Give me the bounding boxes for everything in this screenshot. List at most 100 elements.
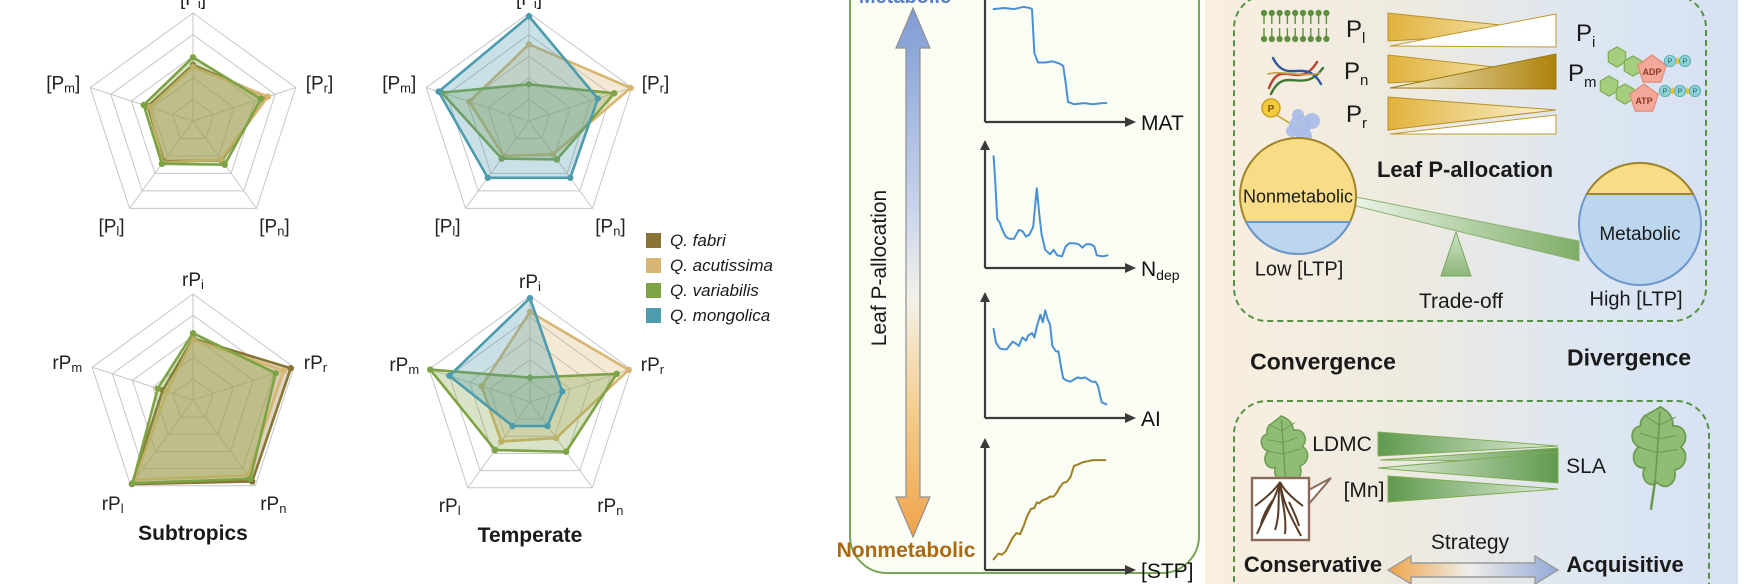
svg-text:[Pl]: [Pl] xyxy=(434,216,460,238)
svg-text:P: P xyxy=(1663,89,1668,96)
pr-wedge xyxy=(1387,96,1557,131)
trade-off-caption: Trade-off xyxy=(1418,290,1504,313)
legend-swatch-mongolica xyxy=(646,308,661,323)
svg-text:[Pr]: [Pr] xyxy=(306,74,334,96)
trend-mat: MAT xyxy=(983,0,1184,135)
ldmc-wedge xyxy=(1377,431,1559,457)
conceptual-diagram-canvas: P ADP P P ATP P P P xyxy=(1239,9,1702,584)
legend-item-fabri: Q. fabri xyxy=(646,228,773,253)
nonmetabolic-end-label: Nonmetabolic xyxy=(836,539,976,562)
legend-label-fabri: Q. fabri xyxy=(670,230,726,250)
radar-concentration-subtropics: [Pi] [Pr] [Pn] [Pl] [Pm] xyxy=(46,0,333,238)
trend-ai: AI xyxy=(980,292,1161,431)
metabolite-icons: ADP P P ATP P P P xyxy=(1599,46,1702,112)
svg-text:AI: AI xyxy=(1141,408,1161,431)
legend-swatch-acutissima xyxy=(646,258,661,273)
leaf-p-allocation-axis-label: Leaf P-allocation xyxy=(868,189,891,347)
metabolic-circle-label: Metabolic xyxy=(1599,224,1681,245)
trait-wedges xyxy=(1377,431,1559,503)
lipid-membrane-icon xyxy=(1260,9,1330,43)
pm-fraction-label: Pm xyxy=(1568,60,1597,91)
acquisitive-leaf-icon xyxy=(1631,405,1687,510)
svg-text:rPl: rPl xyxy=(102,494,124,516)
ldmc-label: LDMC xyxy=(1312,433,1372,456)
svg-text:P: P xyxy=(1678,89,1683,96)
svg-text:P: P xyxy=(1693,89,1698,96)
pm-wedge xyxy=(1389,53,1557,90)
svg-text:MAT: MAT xyxy=(1141,112,1184,135)
nucleic-acid-icon xyxy=(1267,56,1325,96)
trend-ndep: Ndep xyxy=(980,140,1180,283)
svg-text:[Pn]: [Pn] xyxy=(595,216,625,238)
legend-item-mongolica: Q. mongolica xyxy=(646,303,773,328)
high-ltp-caption: High [LTP] xyxy=(1589,288,1683,311)
svg-text:P: P xyxy=(1683,59,1688,66)
svg-text:ATP: ATP xyxy=(1635,96,1652,106)
svg-text:[Pr]: [Pr] xyxy=(642,74,670,96)
strategy-label: Strategy xyxy=(1430,531,1510,554)
legend-item-variabilis: Q. variabilis xyxy=(646,278,773,303)
svg-text:[Pm]: [Pm] xyxy=(382,74,416,96)
conservative-label: Conservative xyxy=(1243,552,1383,577)
svg-text:rPi: rPi xyxy=(182,270,204,292)
svg-text:rPn: rPn xyxy=(260,494,286,516)
radar-relative-temperate: rPi rPr rPn rPl rPm xyxy=(389,272,664,518)
svg-text:[STP]: [STP] xyxy=(1141,560,1194,583)
root-mn-icon xyxy=(1250,476,1332,542)
strategy-gradient-arrow xyxy=(1386,554,1560,584)
metabolic-nonmetabolic-gradient-arrow xyxy=(895,6,931,539)
svg-text:rPr: rPr xyxy=(304,353,328,375)
legend-label-mongolica: Q. mongolica xyxy=(670,305,771,325)
balance-title: Leaf P-allocation xyxy=(1376,157,1554,182)
legend-swatch-variabilis xyxy=(646,283,661,298)
svg-text:ADP: ADP xyxy=(1642,67,1661,77)
adp-icon xyxy=(1636,54,1668,83)
left-circle-metabolic-segment xyxy=(1244,221,1352,255)
acquisitive-label: Acquisitive xyxy=(1566,552,1684,577)
strategy-box xyxy=(1233,400,1710,584)
p-fraction-wedges xyxy=(1387,12,1557,135)
pi-wedge xyxy=(1389,13,1557,48)
convergence-label: Convergence xyxy=(1250,348,1396,375)
mn-label: [Mn] xyxy=(1343,479,1385,502)
pr-fraction-label: Pr xyxy=(1346,101,1368,132)
sla-label: SLA xyxy=(1566,455,1606,478)
legend-swatch-fabri xyxy=(646,233,661,248)
svg-text:[Pl]: [Pl] xyxy=(98,216,124,238)
trade-off-balance xyxy=(1239,137,1702,286)
legend-label-acutissima: Q. acutissima xyxy=(670,255,773,275)
radar-concentration-temperate: [Pi] [Pr] [Pn] [Pl] [Pm] xyxy=(382,0,669,238)
svg-text:Subtropics: Subtropics xyxy=(138,522,248,545)
pi-fraction-label: Pi xyxy=(1576,20,1596,51)
mn-wedge xyxy=(1387,475,1559,503)
svg-text:rPi: rPi xyxy=(519,272,541,294)
svg-text:rPr: rPr xyxy=(641,355,665,377)
balance-beam xyxy=(1355,196,1580,262)
pl-fraction-label: Pl xyxy=(1346,16,1366,47)
balance-fulcrum xyxy=(1440,230,1472,277)
divergence-label: Divergence xyxy=(1566,344,1692,371)
svg-text:[Pi]: [Pi] xyxy=(516,0,542,11)
svg-text:[Pm]: [Pm] xyxy=(46,74,80,96)
metabolic-end-label: Metabolic xyxy=(859,0,951,9)
trend-plots-canvas: MAT Ndep AI [STP] xyxy=(895,0,1194,583)
svg-text:Temperate: Temperate xyxy=(478,524,583,547)
p-allocation-box xyxy=(1233,0,1707,322)
sla-wedge xyxy=(1377,451,1559,484)
phosphorylated-protein-icon: P xyxy=(1261,98,1320,144)
svg-text:rPn: rPn xyxy=(597,496,623,518)
svg-text:rPm: rPm xyxy=(52,353,82,375)
low-ltp-caption: Low [LTP] xyxy=(1254,258,1344,281)
radar-charts-canvas: [Pi] [Pr] [Pn] [Pl] [Pm] [Pi] [Pr] [Pn] [Pl] [Pm]… xyxy=(46,0,669,547)
pn-fraction-label: Pn xyxy=(1344,58,1369,89)
trend-stp: [STP] xyxy=(980,438,1194,583)
legend-item-acutissima: Q. acutissima xyxy=(646,253,773,278)
radar-relative-subtropics: rPi rPr rPn rPl rPm xyxy=(52,270,327,516)
svg-text:[Pi]: [Pi] xyxy=(180,0,206,11)
right-circle-nonmetabolic-segment xyxy=(1585,162,1695,195)
svg-text:rPl: rPl xyxy=(439,496,461,518)
nonmetabolic-circle-label: Nonmetabolic xyxy=(1242,186,1354,207)
svg-text:Ndep: Ndep xyxy=(1141,258,1180,283)
species-legend: Q. fabri Q. acutissima Q. variabilis Q. … xyxy=(646,228,773,328)
